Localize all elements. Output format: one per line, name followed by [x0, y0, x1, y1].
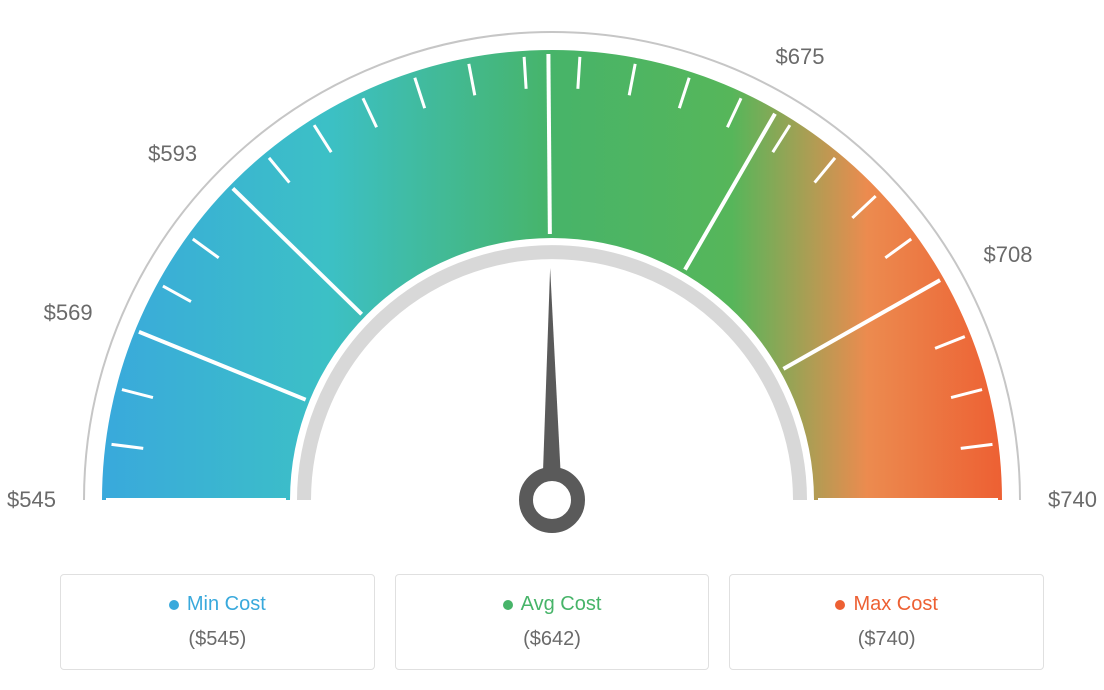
legend-label-min: Min Cost	[187, 593, 266, 616]
legend-title-min: Min Cost	[169, 593, 266, 616]
legend-dot-min	[169, 600, 179, 610]
legend-label-max: Max Cost	[853, 593, 937, 616]
legend-dot-avg	[503, 600, 513, 610]
gauge-tick-label: $593	[148, 141, 197, 167]
legend-title-avg: Avg Cost	[503, 593, 602, 616]
legend-value-max: ($740)	[750, 628, 1023, 651]
legend-card-avg: Avg Cost ($642)	[395, 574, 710, 670]
legend-card-min: Min Cost ($545)	[60, 574, 375, 670]
gauge-tick-label: $545	[7, 487, 56, 513]
gauge-tick-label: $675	[776, 44, 825, 70]
legend-dot-max	[835, 600, 845, 610]
legend-label-avg: Avg Cost	[521, 593, 602, 616]
gauge-tick-label: $708	[984, 242, 1033, 268]
gauge-tick-label: $642	[524, 0, 573, 4]
legend-card-max: Max Cost ($740)	[729, 574, 1044, 670]
gauge-svg	[0, 0, 1104, 560]
legend-value-min: ($545)	[81, 628, 354, 651]
cost-gauge: $545 $569 $593 $642 $675 $708 $740	[0, 0, 1104, 560]
gauge-tick-label: $740	[1048, 487, 1097, 513]
legend-title-max: Max Cost	[835, 593, 937, 616]
gauge-tick-label: $569	[44, 300, 93, 326]
legend-row: Min Cost ($545) Avg Cost ($642) Max Cost…	[60, 574, 1044, 670]
legend-value-avg: ($642)	[416, 628, 689, 651]
